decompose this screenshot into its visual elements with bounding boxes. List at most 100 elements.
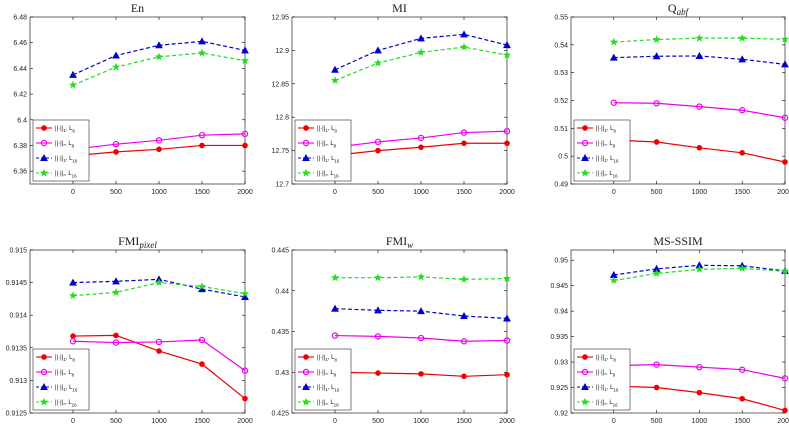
data-point xyxy=(374,333,382,340)
series-line xyxy=(613,139,786,163)
data-point xyxy=(416,272,426,281)
data-point xyxy=(154,52,164,61)
legend-entry: ||·||1, L16 xyxy=(577,382,619,393)
y-tick-label: 0.54 xyxy=(554,42,568,49)
y-tick-label: 0.935 xyxy=(550,334,568,341)
legend-swatch-marker xyxy=(41,354,47,360)
legend-swatch-marker xyxy=(39,168,49,177)
y-tick-label: 0.914 xyxy=(9,313,27,320)
x-tick-label: 2000 xyxy=(237,418,253,425)
legend-swatch-marker xyxy=(302,139,310,147)
data-point xyxy=(695,264,704,273)
data-point xyxy=(739,107,746,114)
x-tick-label: 1500 xyxy=(456,189,472,196)
data-point xyxy=(609,53,618,61)
chart-title: MI xyxy=(392,1,407,15)
series-1 xyxy=(610,99,789,121)
y-tick-label: 0.93 xyxy=(554,360,568,367)
legend-entry: ||·||*, L8 xyxy=(298,139,337,149)
x-tick-label: 0 xyxy=(612,418,616,425)
legend-swatch-marker xyxy=(301,168,311,177)
y-tick-label: 0.53 xyxy=(554,70,568,77)
data-point xyxy=(502,274,512,283)
data-point xyxy=(112,339,120,346)
data-point xyxy=(156,348,162,354)
legend: ||·||1, L8 ||·||*, L8 ||·||1, L16 ||·||*, L… xyxy=(32,119,90,182)
data-point xyxy=(696,103,703,110)
data-point xyxy=(417,34,425,42)
legend-entry: ||·||*, L16 xyxy=(36,397,77,408)
data-point xyxy=(780,267,789,275)
series-1 xyxy=(331,332,511,345)
legend-swatch-marker xyxy=(40,153,48,162)
x-tick-label: 1500 xyxy=(194,418,210,425)
y-tick-label: 6.48 xyxy=(13,15,27,22)
y-tick-label: 0.435 xyxy=(271,329,289,336)
legend-entry: ||·||*, L8 xyxy=(577,139,616,149)
legend-label: ||·||*, L16 xyxy=(55,171,77,179)
legend: ||·||1, L8 ||·||*, L8 ||·||1, L16 ||·||*, L… xyxy=(294,119,352,182)
chart-title: FMIpixel xyxy=(118,234,157,250)
legend: ||·||1, L8 ||·||*, L8 ||·||1, L16 ||·||*, L… xyxy=(32,348,90,411)
x-tick-label: 500 xyxy=(372,189,384,196)
data-point xyxy=(241,130,249,138)
chart-title: En xyxy=(131,1,144,15)
legend-swatch-marker xyxy=(581,139,589,147)
data-point xyxy=(503,128,511,135)
x-tick-label: 2000 xyxy=(499,189,515,196)
legend-label: ||·||1, L8 xyxy=(596,126,616,134)
legend-entry: ||·||1, L8 xyxy=(36,354,75,363)
data-point xyxy=(652,269,661,277)
x-tick-label: 1000 xyxy=(692,189,708,196)
y-tick-label: 0.55 xyxy=(554,15,568,22)
legend-swatch-marker xyxy=(581,382,589,391)
data-point xyxy=(112,140,120,148)
data-point xyxy=(242,395,248,402)
data-point xyxy=(69,338,77,345)
x-tick-label: 1000 xyxy=(151,189,167,196)
data-point xyxy=(374,306,382,314)
data-point xyxy=(330,273,340,282)
data-point xyxy=(156,146,162,153)
legend-swatch-marker xyxy=(301,397,311,406)
legend: ||·||1, L8 ||·||*, L8 ||·||1, L16 ||·||*, L… xyxy=(294,348,352,411)
data-point xyxy=(460,338,468,345)
legend-swatch-marker xyxy=(40,382,48,391)
series-1 xyxy=(610,361,789,382)
plot-frame xyxy=(29,249,246,414)
y-tick-label: 12.7 xyxy=(275,182,289,189)
data-point xyxy=(653,100,660,107)
data-point xyxy=(460,311,468,320)
data-point xyxy=(111,288,121,296)
data-point xyxy=(68,80,78,89)
chart-panel-4: FMIw 0.425 0.43 0.435 0.44 0.445 0 500 1000 1500 2… xyxy=(271,234,514,425)
legend-label: ||·||*, L16 xyxy=(596,171,618,179)
series-line xyxy=(72,281,246,297)
chart-title-main: MI xyxy=(392,1,407,15)
data-point xyxy=(503,337,511,344)
x-tick-label: 1500 xyxy=(734,189,750,196)
data-point xyxy=(242,142,248,149)
data-point xyxy=(155,338,163,346)
legend-label: ||·||*, L8 xyxy=(55,370,75,378)
data-point xyxy=(197,282,207,291)
y-tick-label: 0.5 xyxy=(558,154,568,161)
legend-label: ||·||1, L8 xyxy=(596,355,616,363)
legend-entry: ||·||*, L16 xyxy=(298,168,339,179)
data-point xyxy=(461,373,467,380)
legend-entry: ||·||*, L8 xyxy=(36,368,75,378)
legend-entry: ||·||1, L8 xyxy=(298,354,337,363)
data-point xyxy=(197,48,207,57)
legend-entry: ||·||*, L8 xyxy=(36,139,75,149)
data-point xyxy=(652,52,661,60)
y-tick-label: 0.945 xyxy=(550,283,568,290)
data-point xyxy=(68,291,78,300)
data-point xyxy=(653,384,660,391)
data-point xyxy=(69,278,77,286)
x-tick-label: 1000 xyxy=(413,189,429,196)
chart-title-main: En xyxy=(131,1,144,15)
legend-entry: ||·||1, L8 xyxy=(577,354,616,363)
series-3 xyxy=(68,48,250,89)
data-point xyxy=(781,114,789,121)
data-point xyxy=(653,361,660,368)
